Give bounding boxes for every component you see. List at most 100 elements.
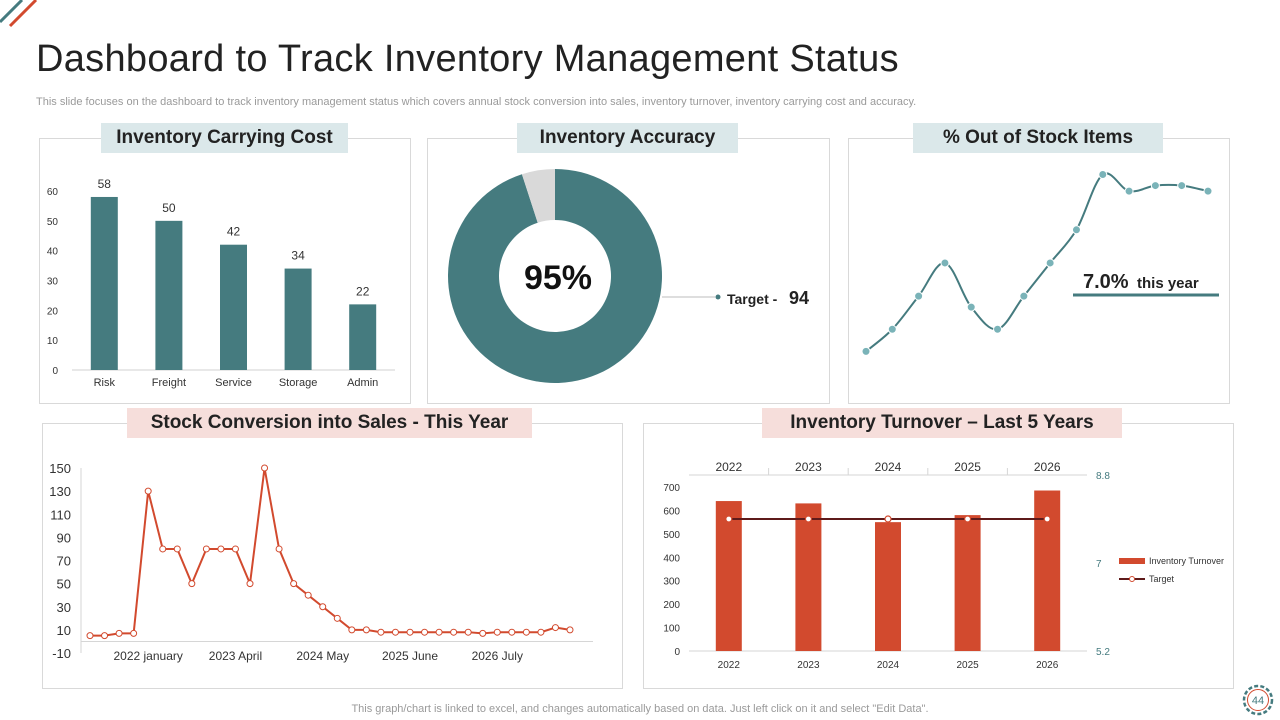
data-point xyxy=(450,628,458,636)
bar xyxy=(349,304,377,370)
series-line xyxy=(90,467,571,637)
top-tick-label: 2022 xyxy=(715,460,742,474)
data-point xyxy=(391,628,399,636)
stock-conversion-chart[interactable]: -10 10 30 50 70 90 110 130 150 2022 january 2023 A… xyxy=(43,424,622,688)
turnover-panel[interactable]: 0 100 200 300 400 500 600 700 5.2 7 8.8 2022 2022 202… xyxy=(643,423,1234,689)
carrying-cost-panel[interactable]: 0 10 20 30 40 50 60 58 Risk 50 Freight 42 Service 34 S… xyxy=(39,138,411,404)
y2-tick-label: 7 xyxy=(1096,559,1102,570)
data-point xyxy=(508,628,516,636)
y-tick-label: 150 xyxy=(49,461,71,476)
x-tick-label: 2024 xyxy=(877,660,900,671)
page-number-badge: 44 xyxy=(1242,684,1274,716)
out-of-stock-chart[interactable]: 7.0% this year xyxy=(849,139,1229,403)
page-title: Dashboard to Track Inventory Management … xyxy=(36,38,899,80)
bar xyxy=(155,220,183,370)
y-tick-label: 10 xyxy=(57,623,71,638)
x-tick-label: Storage xyxy=(279,377,318,389)
y-tick-label: 20 xyxy=(47,306,59,317)
x-tick-label: 2024 May xyxy=(296,649,349,663)
y-tick-label: 0 xyxy=(674,647,680,658)
target-label: Target - xyxy=(727,291,778,307)
stock-conversion-panel[interactable]: -10 10 30 50 70 90 110 130 150 2022 january 2023 A… xyxy=(42,423,623,689)
donut-slice xyxy=(521,169,555,223)
y-tick-label: 10 xyxy=(47,336,59,347)
data-point xyxy=(231,545,239,553)
series-line xyxy=(865,172,1209,353)
y-tick-label: 500 xyxy=(663,530,680,541)
stock-conversion-title: Stock Conversion into Sales - This Year xyxy=(127,408,532,438)
y-tick-label: 400 xyxy=(663,553,680,564)
x-tick-label: Freight xyxy=(152,377,186,389)
data-point xyxy=(86,632,94,640)
data-point xyxy=(966,302,976,312)
page-subtitle: This slide focuses on the dashboard to t… xyxy=(36,96,917,108)
turnover-chart[interactable]: 0 100 200 300 400 500 600 700 5.2 7 8.8 2022 2022 202… xyxy=(644,424,1233,688)
x-tick-label: 2025 xyxy=(956,660,979,671)
data-point xyxy=(421,628,429,636)
page-number: 44 xyxy=(1252,695,1264,707)
x-tick-label: 2023 April xyxy=(209,649,262,663)
y-tick-label: -10 xyxy=(52,646,71,661)
legend-label: Target xyxy=(1149,574,1175,584)
target-point xyxy=(1043,515,1051,523)
y-tick-label: 50 xyxy=(57,577,71,592)
bar xyxy=(954,515,981,651)
accuracy-chart[interactable]: 95% Target - 94 xyxy=(428,139,829,403)
data-point xyxy=(464,628,472,636)
x-tick-label: Admin xyxy=(347,377,378,389)
data-point xyxy=(1071,225,1081,235)
x-tick-label: 2023 xyxy=(797,660,820,671)
y-tick-label: 30 xyxy=(57,600,71,615)
bar xyxy=(284,268,312,370)
data-point xyxy=(1150,181,1160,191)
x-tick-label: 2026 July xyxy=(472,649,523,663)
data-point xyxy=(1045,258,1055,268)
data-point xyxy=(1098,170,1108,180)
x-tick-label: 2022 xyxy=(718,660,741,671)
data-point xyxy=(1177,181,1187,191)
data-point xyxy=(493,628,501,636)
data-point xyxy=(304,591,312,599)
top-tick-label: 2025 xyxy=(954,460,981,474)
data-point xyxy=(144,487,152,495)
y-tick-label: 60 xyxy=(47,187,59,198)
bar xyxy=(90,196,118,370)
data-point xyxy=(202,545,210,553)
data-point xyxy=(940,258,950,268)
data-point xyxy=(217,545,225,553)
x-tick-label: Risk xyxy=(94,377,116,389)
y-tick-label: 200 xyxy=(663,600,680,611)
data-point xyxy=(173,545,181,553)
data-label: 50 xyxy=(162,201,176,215)
carrying-cost-chart[interactable]: 0 10 20 30 40 50 60 58 Risk 50 Freight 42 Service 34 S… xyxy=(40,139,410,403)
x-tick-label: Service xyxy=(215,377,252,389)
corner-decoration xyxy=(0,0,38,28)
data-point xyxy=(993,324,1003,334)
data-point xyxy=(861,346,871,356)
y-tick-label: 110 xyxy=(50,507,71,522)
y-tick-label: 700 xyxy=(663,483,680,494)
x-tick-label: 2025 June xyxy=(382,649,438,663)
y-tick-label: 50 xyxy=(47,217,59,228)
target-value: 94 xyxy=(789,288,809,308)
data-point xyxy=(377,628,385,636)
y2-tick-label: 8.8 xyxy=(1096,471,1110,482)
annotation-value: 7.0% xyxy=(1083,271,1129,293)
footer-note: This graph/chart is linked to excel, and… xyxy=(351,703,929,715)
y-tick-label: 600 xyxy=(663,506,680,517)
data-point xyxy=(887,324,897,334)
bar xyxy=(875,522,901,651)
data-point xyxy=(406,628,414,636)
target-point xyxy=(804,515,812,523)
data-point xyxy=(522,628,530,636)
target-point xyxy=(884,515,892,523)
data-point xyxy=(1019,291,1029,301)
legend-label: Inventory Turnover xyxy=(1149,556,1224,566)
accuracy-panel[interactable]: 95% Target - 94 xyxy=(427,138,830,404)
data-point xyxy=(914,291,924,301)
data-point xyxy=(319,603,327,611)
out-of-stock-title: % Out of Stock Items xyxy=(913,123,1163,153)
out-of-stock-panel[interactable]: 7.0% this year xyxy=(848,138,1230,404)
data-point xyxy=(101,632,109,640)
data-point xyxy=(1203,186,1213,196)
